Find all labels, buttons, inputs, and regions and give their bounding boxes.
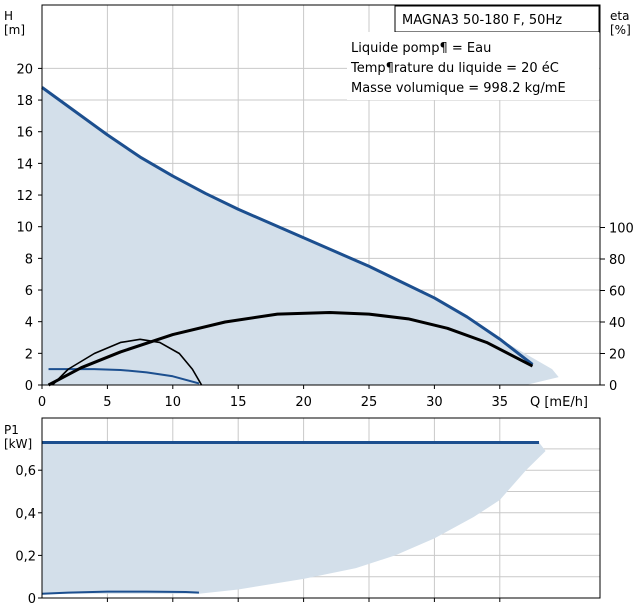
y-tick-label: 16: [16, 126, 33, 141]
y-axis-label-p1: P1: [4, 423, 19, 437]
power-curves: [41, 441, 540, 595]
chart-title: MAGNA3 50-180 F, 50Hz: [402, 13, 562, 28]
y-axis-unit-p1: [kW]: [4, 437, 32, 451]
y2-axis-unit-eta: [%]: [610, 23, 631, 37]
efficiency-curve-max: [47, 311, 534, 387]
power-plot-frame: [41, 417, 601, 599]
y-tick-label: 0,4: [15, 507, 36, 522]
y2-tick-label: 40: [609, 316, 626, 331]
y-tick-label: 6: [25, 284, 33, 299]
y-axis-unit-h: [m]: [4, 23, 25, 37]
x-tick-label: 15: [230, 395, 247, 410]
y-axis-label-h: H: [4, 9, 13, 23]
x-tick-label: 25: [361, 395, 378, 410]
power-curve-min: [41, 590, 200, 595]
y-tick-label: 0: [28, 592, 36, 604]
y2-tick-label: 60: [609, 285, 626, 300]
x-tick-label: 35: [492, 395, 509, 410]
y-tick-label: 2: [25, 347, 33, 362]
head-curves: [41, 86, 534, 387]
y2-tick-label: 80: [609, 253, 626, 268]
y2-axis-label-eta: eta: [610, 9, 629, 23]
x-tick-label: 5: [103, 395, 111, 410]
info-line-1: Liquide pomp¶ = Eau: [351, 41, 491, 56]
power-flow-chart: P1 [kW] 0 0,2 0,4 0,6: [4, 417, 601, 604]
info-box: [347, 32, 599, 100]
x-tick-label: 0: [38, 395, 46, 410]
y2-tick-label: 20: [609, 348, 626, 363]
y2-tick-label: 0: [609, 379, 617, 394]
head-curve-max: [41, 86, 534, 366]
head-axis-ticks: 0 5 10 15 20 25 30 35 0 2 4 6 8 10 12 14 16 18 20 0 20 40 60 80…: [16, 62, 633, 410]
y-tick-label: 18: [16, 94, 33, 109]
y-tick-label: 4: [25, 316, 33, 331]
power-axis-ticks: 0 0,2 0,4 0,6: [15, 464, 501, 604]
power-range-area: [42, 442, 546, 594]
y-tick-label: 0: [25, 379, 33, 394]
y-tick-label: 10: [16, 221, 33, 236]
info-line-2: Temp¶rature du liquide = 20 éC: [350, 61, 559, 76]
y-tick-label: 12: [16, 189, 33, 204]
x-tick-label: 30: [426, 395, 443, 410]
x-axis-label-q: Q [mE/h]: [530, 395, 588, 410]
info-line-3: Masse volumique = 998.2 kg/mE: [351, 81, 566, 96]
operating-range-area: [42, 87, 559, 386]
head-flow-chart: MAGNA3 50-180 F, 50Hz Liquide pomp¶ = Ea…: [4, 4, 634, 410]
efficiency-curve-min: [51, 338, 203, 386]
y-tick-label: 14: [16, 157, 33, 172]
y-tick-label: 0,6: [15, 464, 36, 479]
y-tick-label: 0,2: [15, 549, 36, 564]
y-tick-label: 8: [25, 252, 33, 267]
y2-tick-label: 100: [609, 222, 634, 237]
y-tick-label: 20: [16, 62, 33, 77]
x-tick-label: 10: [165, 395, 182, 410]
x-tick-label: 20: [295, 395, 312, 410]
